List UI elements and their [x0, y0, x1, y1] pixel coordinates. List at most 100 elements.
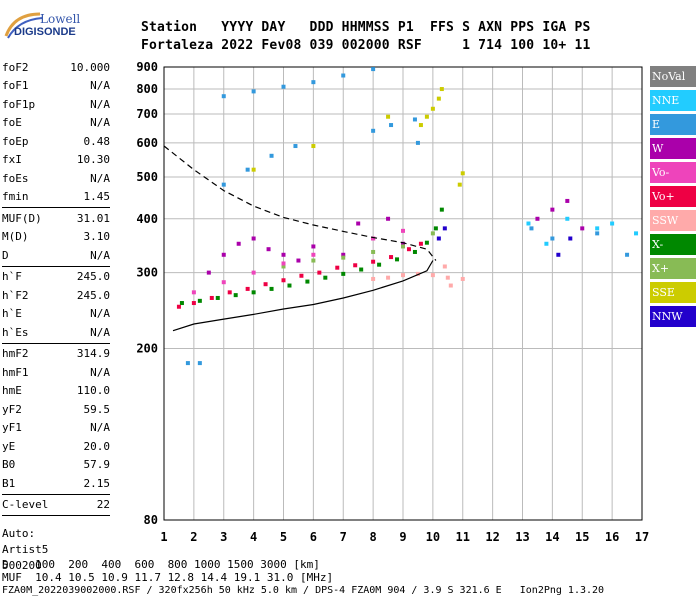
data-point — [371, 259, 376, 264]
param-row: hmF1 N/A — [2, 363, 110, 382]
data-point — [356, 221, 361, 226]
data-point — [233, 293, 238, 298]
data-point — [436, 96, 441, 101]
x-tick-label: 5 — [280, 530, 287, 544]
y-tick-label: 80 — [144, 513, 158, 527]
data-point — [401, 244, 405, 249]
param-value: 10.000 — [70, 60, 110, 74]
param-row: B1 2.15 — [2, 474, 110, 493]
x-tick-label: 3 — [220, 530, 227, 544]
data-point — [287, 283, 292, 288]
data-point — [544, 241, 549, 246]
param-name: yF1 — [2, 421, 22, 435]
data-point — [317, 270, 322, 275]
data-point — [296, 258, 301, 263]
data-point — [371, 67, 376, 72]
param-row: h`F2 245.0 — [2, 286, 110, 305]
x-tick-label: 4 — [250, 530, 257, 544]
data-point — [371, 276, 376, 281]
param-name: MUF(D) — [2, 211, 42, 225]
data-point — [418, 241, 423, 246]
data-point — [610, 221, 615, 226]
legend-item: SSW — [650, 210, 696, 231]
param-value: N/A — [90, 325, 110, 339]
data-point — [281, 261, 286, 266]
data-point — [389, 255, 394, 260]
data-point — [386, 275, 391, 280]
legend-item: NNW — [650, 306, 696, 327]
param-row: h`Es N/A — [2, 323, 110, 342]
data-point — [430, 106, 435, 111]
param-name: foEs — [2, 171, 29, 185]
data-point — [341, 255, 346, 260]
data-point — [442, 226, 447, 231]
profile-curve — [172, 260, 434, 332]
param-name: yE — [2, 439, 16, 453]
param-value: N/A — [90, 116, 110, 130]
data-point — [418, 123, 423, 128]
data-point — [311, 244, 316, 249]
data-point — [550, 236, 555, 241]
data-point — [412, 249, 417, 254]
y-tick-label: 300 — [136, 266, 158, 280]
data-point — [281, 84, 286, 89]
separator — [2, 342, 110, 344]
param-value: 22 — [96, 498, 110, 512]
param-value: 110.0 — [76, 384, 110, 398]
param-row: foE N/A — [2, 114, 110, 133]
data-point — [323, 275, 328, 280]
data-point — [412, 117, 417, 122]
param-name: foF1 — [2, 79, 29, 93]
param-name: hmF2 — [2, 347, 29, 361]
data-point — [269, 286, 274, 291]
param-value: 57.9 — [83, 458, 111, 472]
param-value: 2.15 — [83, 476, 111, 490]
data-point — [341, 271, 346, 276]
data-point — [565, 198, 570, 203]
legend-item: E — [650, 114, 696, 135]
data-point — [386, 114, 391, 119]
data-point — [221, 182, 226, 187]
data-point — [556, 252, 561, 257]
param-value: 245.0 — [76, 288, 110, 302]
legend-item: NoVal — [650, 66, 696, 87]
param-value: 245.0 — [76, 270, 110, 284]
data-point — [433, 226, 438, 231]
data-point — [221, 252, 226, 257]
separator — [2, 265, 110, 267]
data-point — [439, 87, 444, 92]
digisonde-logo: Lowell DIGISONDE — [2, 6, 82, 40]
x-tick-label: 1 — [160, 530, 167, 544]
data-point — [293, 144, 298, 149]
auto-line: 500200 — [2, 559, 42, 572]
x-tick-label: 11 — [456, 530, 470, 544]
legend-item: X+ — [650, 258, 696, 279]
data-point — [215, 295, 220, 300]
data-point — [206, 270, 211, 275]
y-tick-label: 500 — [136, 170, 158, 184]
param-value: 314.9 — [76, 347, 110, 361]
param-value: 0.48 — [83, 134, 111, 148]
data-point — [209, 295, 214, 300]
data-point — [415, 140, 420, 145]
param-row: foF1p N/A — [2, 95, 110, 114]
param-name: foEp — [2, 134, 29, 148]
data-point — [266, 247, 271, 252]
param-row: fxI 10.30 — [2, 151, 110, 170]
param-name: M(D) — [2, 230, 29, 244]
data-point — [580, 226, 585, 231]
data-point — [236, 241, 241, 246]
data-point — [406, 247, 411, 252]
data-point — [634, 231, 639, 236]
data-point — [311, 252, 316, 257]
param-name: C-level — [2, 498, 49, 512]
x-tick-label: 9 — [399, 530, 406, 544]
param-name: h`F — [2, 270, 22, 284]
data-point — [460, 276, 465, 281]
y-tick-label: 200 — [136, 342, 158, 356]
data-point — [245, 167, 250, 172]
param-name: h`Es — [2, 325, 29, 339]
x-tick-label: 2 — [190, 530, 197, 544]
data-point — [251, 89, 256, 94]
